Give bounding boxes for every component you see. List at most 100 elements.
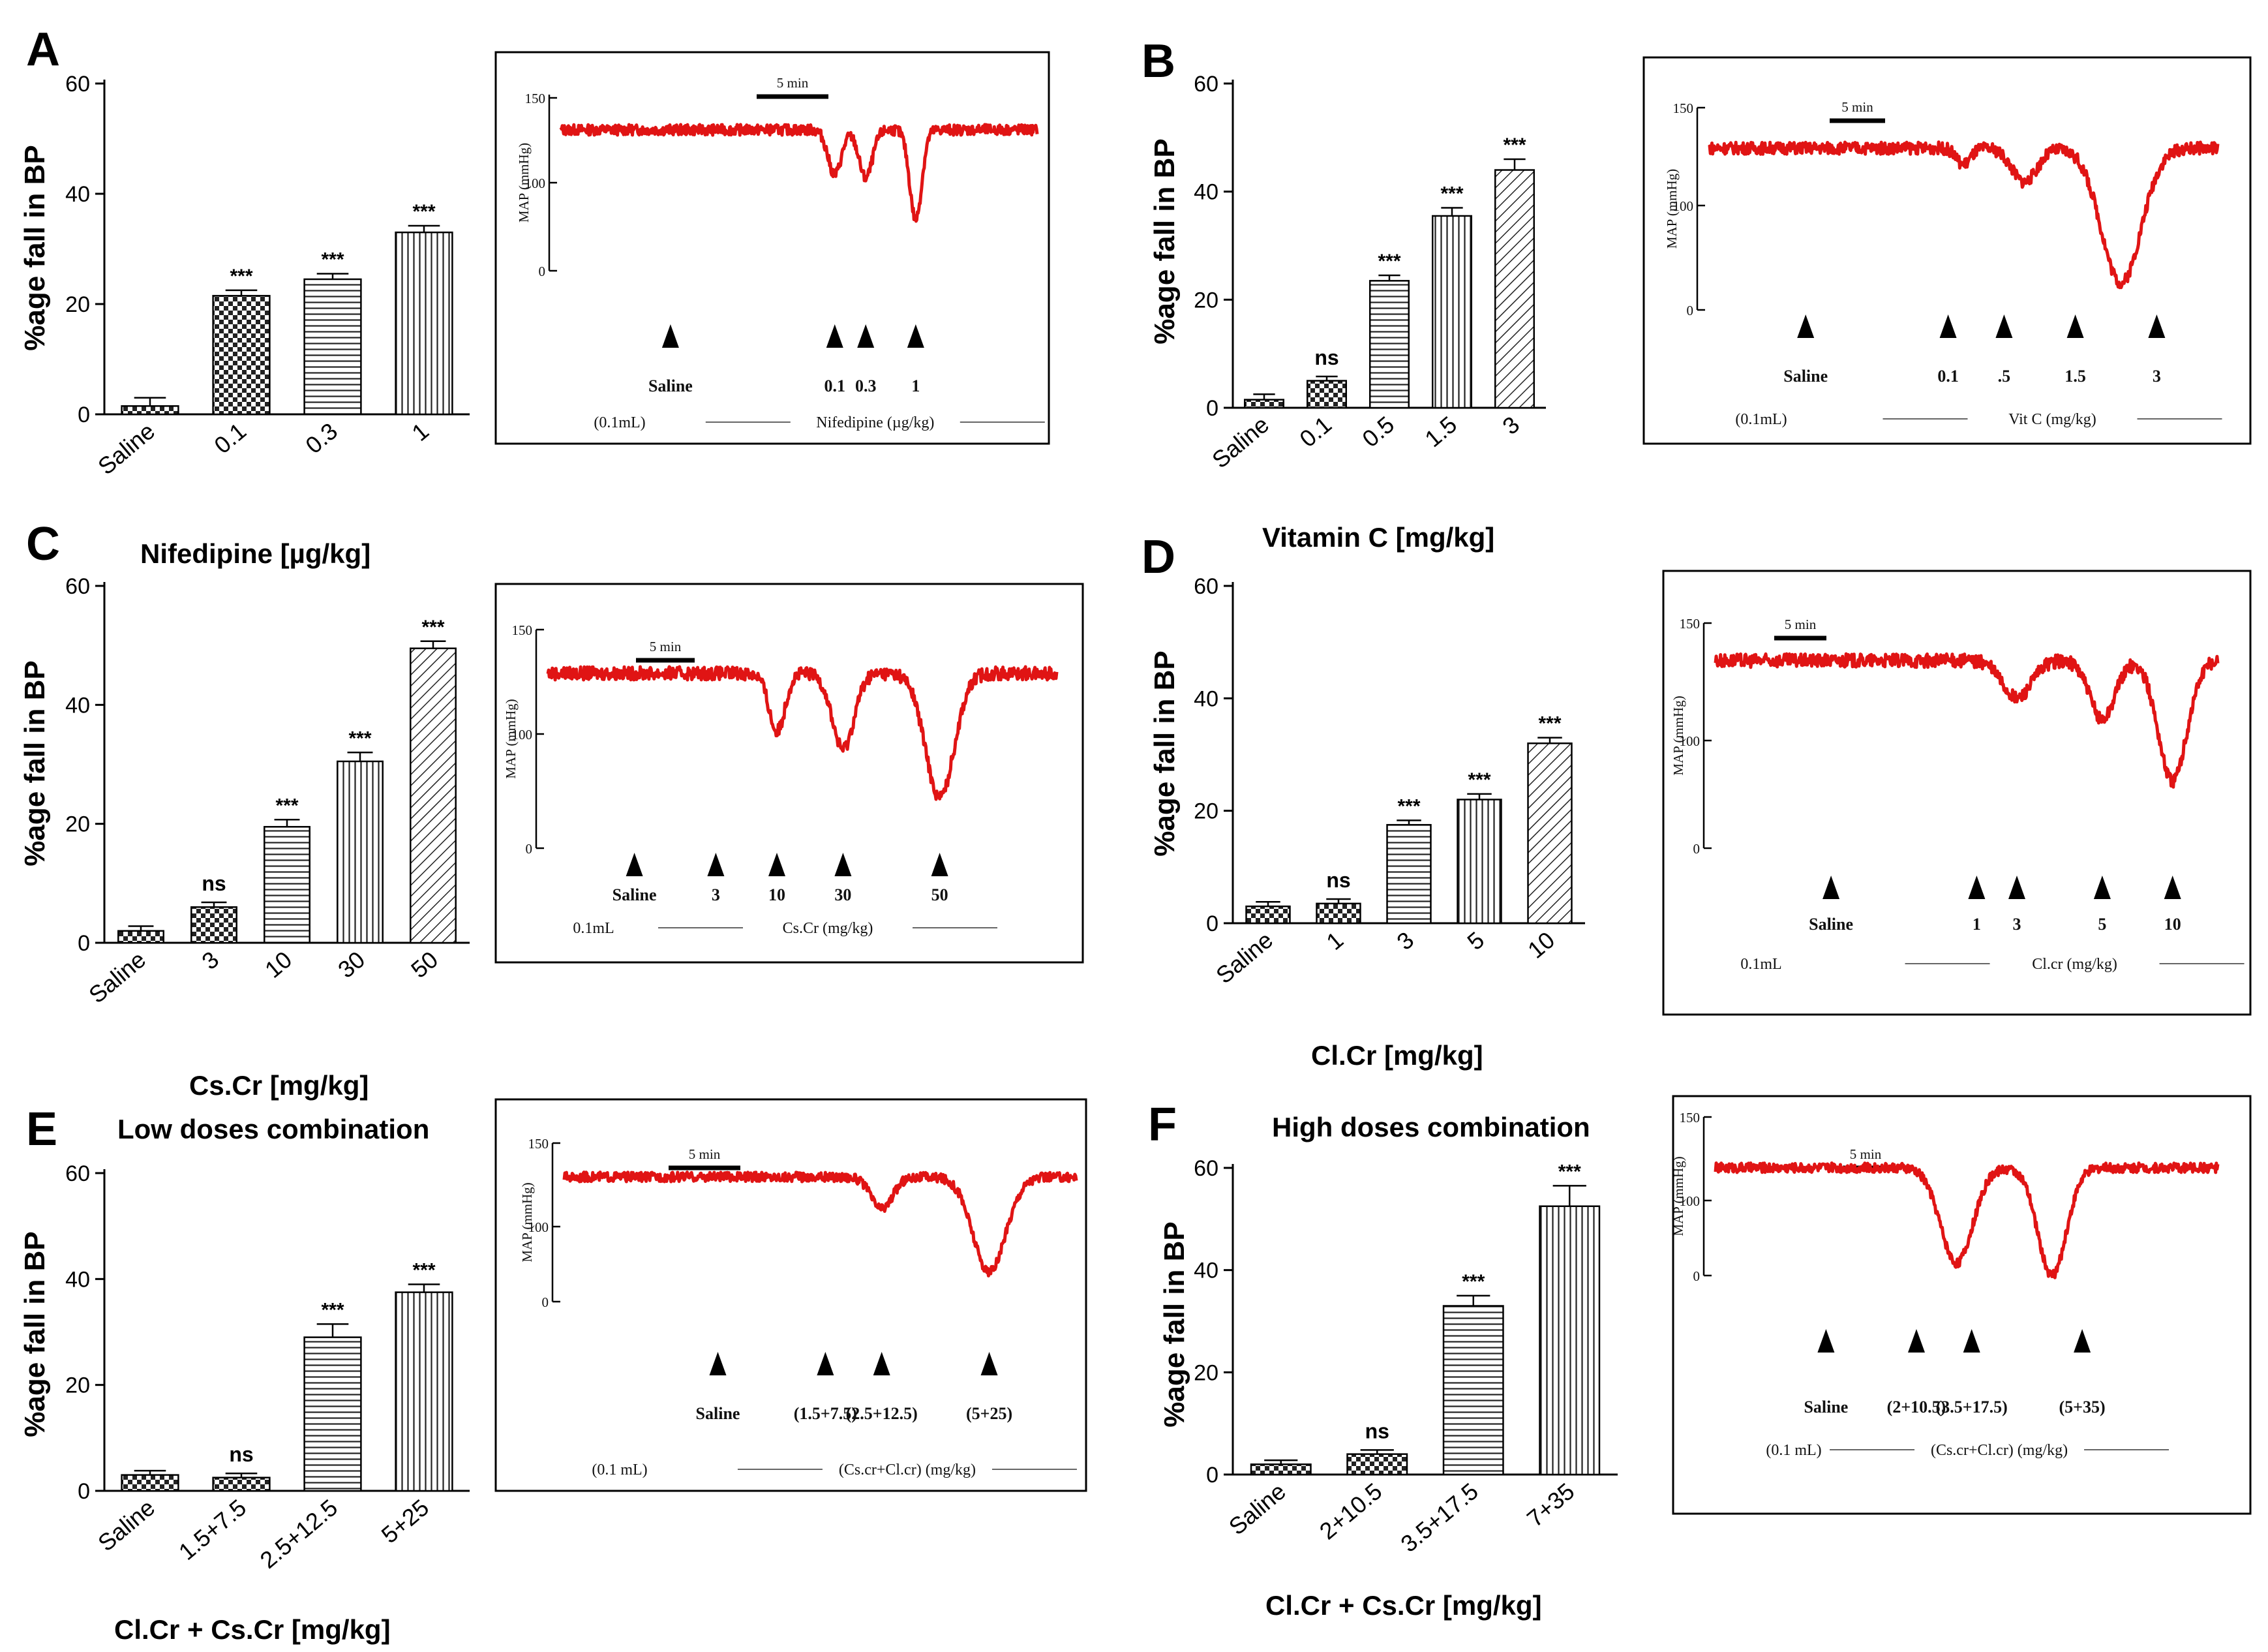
- bar: [1527, 742, 1573, 925]
- drug-caption: Vit C (mg/kg): [2008, 411, 2096, 428]
- panel-letter: D: [1142, 531, 1175, 583]
- x-tick-label: 3: [1391, 926, 1419, 955]
- bar: [1494, 169, 1535, 409]
- trace-y-label: MAP (mmHg): [1671, 696, 1686, 775]
- marker-label: (5+35): [2059, 1398, 2106, 1416]
- injection-marker: [817, 1352, 834, 1375]
- trace-y-label: MAP (mmHg): [1664, 169, 1680, 249]
- trace-y-tick-label: 100: [1680, 733, 1701, 749]
- trace-y-label: MAP (mmHg): [519, 1182, 535, 1262]
- significance-label: ns: [1365, 1419, 1389, 1443]
- time-scale-label: 5 min: [1850, 1146, 1882, 1162]
- y-tick-label: 60: [1194, 1156, 1218, 1181]
- x-axis-title: Cl.Cr + Cs.Cr [mg/kg]: [1265, 1590, 1542, 1621]
- injection-marker: [826, 324, 843, 348]
- y-axis-label: %age fall in BP: [1158, 1221, 1190, 1427]
- x-tick-label: Saline: [93, 418, 160, 480]
- y-tick-label: 20: [1194, 799, 1218, 824]
- injection-marker: [707, 853, 725, 876]
- y-tick-label: 60: [65, 1161, 90, 1186]
- significance-label: ***: [1378, 251, 1400, 272]
- significance-label: ***: [1558, 1161, 1581, 1182]
- marker-label: 10: [768, 885, 785, 904]
- y-tick-label: 20: [1194, 1360, 1218, 1385]
- bar: [190, 906, 237, 944]
- time-scale-label: 5 min: [689, 1146, 721, 1162]
- bar: [212, 295, 271, 416]
- y-tick-label: 60: [1194, 574, 1218, 599]
- bar: [395, 231, 453, 416]
- x-tick-label: 7+35: [1522, 1478, 1579, 1533]
- trace-y-tick-label: 100: [528, 1219, 549, 1235]
- trace-frame: [494, 51, 1050, 445]
- x-tick-label: Saline: [1211, 926, 1278, 989]
- marker-label: (2.5+12.5): [846, 1404, 918, 1423]
- marker-label: 0.1: [824, 376, 846, 395]
- marker-label: Saline: [648, 376, 693, 395]
- drug-caption: (Cs.cr+Cl.cr) (mg/kg): [1931, 1442, 2068, 1459]
- time-scale-label: 5 min: [1841, 99, 1873, 115]
- injection-marker: [626, 853, 643, 876]
- bar: [1306, 380, 1348, 409]
- y-tick-label: 40: [65, 693, 90, 718]
- trace-frame: [494, 583, 1084, 964]
- x-axis-title: Vitamin C [mg/kg]: [1262, 522, 1494, 553]
- bar: [121, 405, 179, 416]
- injection-marker: [661, 324, 679, 348]
- x-tick-label: 3.5+17.5: [1395, 1478, 1483, 1557]
- significance-label: ***: [1503, 134, 1526, 156]
- bp-trace: [562, 1170, 1078, 1277]
- y-tick-label: 40: [1194, 180, 1218, 205]
- x-tick-label: 1: [406, 418, 434, 446]
- significance-label: ***: [412, 201, 435, 222]
- y-tick-label: 0: [1206, 911, 1218, 936]
- marker-label: (1.5+7.5): [794, 1404, 857, 1423]
- bp-trace: [546, 665, 1059, 801]
- time-scale-label: 5 min: [650, 639, 682, 654]
- injection-marker: [907, 324, 924, 348]
- bar: [1250, 1463, 1312, 1476]
- y-tick-label: 40: [65, 1267, 90, 1292]
- bar: [395, 1291, 453, 1492]
- trace-y-tick-label: 100: [525, 176, 546, 191]
- bar: [337, 760, 384, 944]
- y-tick-label: 0: [78, 931, 90, 956]
- significance-label: ***: [1440, 183, 1463, 205]
- y-tick-label: 0: [1206, 396, 1218, 421]
- x-tick-label: 5: [1462, 926, 1489, 955]
- x-tick-label: 1: [1321, 926, 1348, 955]
- injection-marker: [1995, 314, 2013, 338]
- bar: [212, 1476, 271, 1492]
- trace-frame: [1642, 56, 2252, 445]
- x-tick-label: 0.1: [209, 418, 251, 459]
- significance-label: ***: [230, 266, 252, 287]
- significance-label: ***: [348, 727, 371, 749]
- x-tick-label: 0.5: [1357, 411, 1399, 453]
- vehicle-label: 0.1mL: [573, 920, 614, 937]
- trace-y-tick-label: 0: [526, 841, 533, 857]
- trace-y-tick-label: 150: [525, 91, 546, 106]
- bar: [117, 930, 164, 944]
- injection-marker: [2074, 1329, 2091, 1353]
- significance-label: ***: [321, 1299, 344, 1321]
- drug-caption: (Cs.cr+Cl.cr) (mg/kg): [839, 1461, 976, 1478]
- drug-caption: Cl.cr (mg/kg): [2032, 956, 2117, 973]
- y-tick-label: 20: [65, 1373, 90, 1398]
- significance-label: ***: [1538, 713, 1561, 735]
- marker-label: Saline: [1809, 915, 1853, 934]
- bp-trace: [1714, 652, 2220, 789]
- trace-y-tick-label: 150: [512, 622, 533, 638]
- significance-label: ***: [321, 249, 344, 271]
- y-tick-label: 20: [65, 812, 90, 837]
- trace-y-tick-label: 100: [512, 727, 533, 742]
- marker-label: 5: [2098, 915, 2106, 934]
- injection-marker: [1817, 1329, 1835, 1353]
- significance-label: ns: [229, 1443, 253, 1466]
- injection-marker: [1963, 1329, 1980, 1353]
- bar: [1539, 1205, 1601, 1476]
- significance-label: ns: [1326, 868, 1350, 892]
- marker-label: 1: [911, 376, 920, 395]
- injection-marker: [2008, 876, 2025, 899]
- injection-marker: [1908, 1329, 1925, 1353]
